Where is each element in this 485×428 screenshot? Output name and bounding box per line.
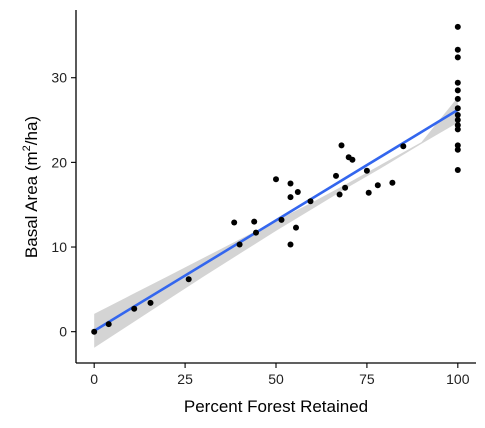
data-point <box>287 180 294 187</box>
y-axis-title-superscript: 2 <box>21 145 33 151</box>
data-point <box>454 146 461 153</box>
data-point <box>287 194 294 201</box>
data-point <box>363 167 370 174</box>
data-point <box>454 79 461 86</box>
y-axis-title: Basal Area (m2/ha) <box>21 116 41 258</box>
data-point <box>454 122 461 129</box>
y-axis-title-end: /ha) <box>22 116 41 145</box>
data-point <box>454 126 461 133</box>
x-tick-label: 0 <box>90 371 98 387</box>
data-point <box>454 46 461 53</box>
data-point <box>147 299 154 306</box>
fit-line-layer <box>93 108 459 332</box>
data-point <box>454 54 461 61</box>
data-point <box>251 218 258 225</box>
data-point <box>307 198 314 205</box>
y-tick-label: 30 <box>51 70 67 86</box>
data-point <box>253 229 259 236</box>
y-tick-label: 10 <box>51 239 67 255</box>
data-point <box>454 167 461 173</box>
data-point <box>231 219 238 226</box>
x-tick-label: 100 <box>446 371 470 387</box>
data-point <box>454 95 461 102</box>
data-point <box>454 112 461 118</box>
x-tick-label: 50 <box>268 371 284 387</box>
data-point <box>293 224 299 231</box>
data-point <box>400 143 407 150</box>
x-axis-title: Percent Forest Retained <box>184 397 368 416</box>
data-point <box>294 189 301 195</box>
data-point <box>454 87 461 94</box>
confidence-band-layer <box>94 97 458 348</box>
confidence-band <box>94 97 458 348</box>
data-point <box>273 176 279 183</box>
data-point <box>91 328 98 335</box>
data-point <box>333 172 339 179</box>
y-axis-title-main: Basal Area (m <box>22 151 41 258</box>
data-point <box>349 156 356 163</box>
data-point <box>342 184 349 191</box>
x-tick-label: 75 <box>359 371 375 387</box>
y-tick-label: 0 <box>59 324 67 340</box>
data-point <box>278 216 285 223</box>
data-point <box>131 305 138 312</box>
x-tick-label: 25 <box>177 371 193 387</box>
data-point <box>287 241 294 248</box>
data-points-layer <box>91 23 461 335</box>
data-point <box>454 142 461 149</box>
data-point <box>338 142 345 149</box>
data-point <box>454 117 461 123</box>
data-point <box>365 189 372 196</box>
y-tick-label: 20 <box>51 154 67 170</box>
data-point <box>236 241 243 248</box>
data-point <box>454 23 461 30</box>
data-point <box>374 182 381 189</box>
fit-line <box>93 108 459 332</box>
data-point <box>454 105 461 112</box>
data-point <box>336 191 343 198</box>
data-point <box>389 179 396 186</box>
ticks-layer: 0 25 50 75 100 0 10 20 30 <box>51 70 469 387</box>
data-point <box>185 276 192 283</box>
data-point <box>105 321 112 328</box>
